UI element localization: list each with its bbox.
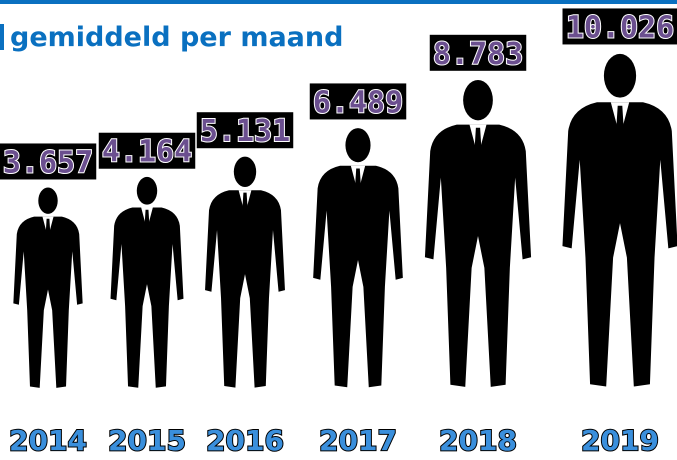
value-label: 10.026 (566, 10, 674, 45)
value-label: 8.783 (433, 37, 523, 72)
person-figure (424, 79, 532, 387)
person-figure (562, 53, 677, 387)
chart-title: gemiddeld per maand (10, 22, 343, 53)
head (345, 128, 371, 163)
body (562, 102, 677, 387)
body (13, 216, 83, 388)
body (110, 207, 184, 388)
tie (473, 127, 483, 171)
tie (241, 192, 249, 225)
head (38, 187, 58, 214)
person-figure (13, 187, 83, 388)
head (603, 53, 637, 98)
value-label: 5.131 (200, 114, 290, 149)
tie (45, 218, 51, 247)
x-tick-label: 2016 (206, 424, 284, 457)
tie (354, 168, 362, 205)
head (463, 79, 493, 121)
x-tick-label: 2018 (439, 424, 517, 457)
value-label-bg (562, 8, 677, 45)
x-tick-label: 2019 (581, 424, 659, 457)
value-label: 6.489 (313, 85, 403, 120)
value-label-bg (98, 132, 196, 169)
person-figure (205, 156, 285, 388)
value-label-bg (309, 83, 407, 120)
value-label: 3.657 (3, 145, 93, 180)
body (313, 165, 403, 388)
head (136, 176, 158, 205)
title-fragment (0, 24, 4, 50)
tie (144, 209, 150, 239)
body (205, 190, 285, 388)
head (233, 156, 257, 187)
person-figure (313, 128, 403, 388)
body (424, 124, 532, 387)
top-bar (0, 0, 677, 4)
x-tick-label: 2015 (108, 424, 186, 457)
x-tick-label: 2017 (319, 424, 397, 457)
value-label: 4.164 (102, 135, 192, 170)
value-label-bg (196, 112, 294, 149)
value-label-bg (429, 34, 527, 71)
tie (615, 105, 625, 152)
person-figure (110, 176, 184, 388)
value-label-bg (0, 143, 97, 180)
x-tick-label: 2014 (9, 424, 87, 457)
